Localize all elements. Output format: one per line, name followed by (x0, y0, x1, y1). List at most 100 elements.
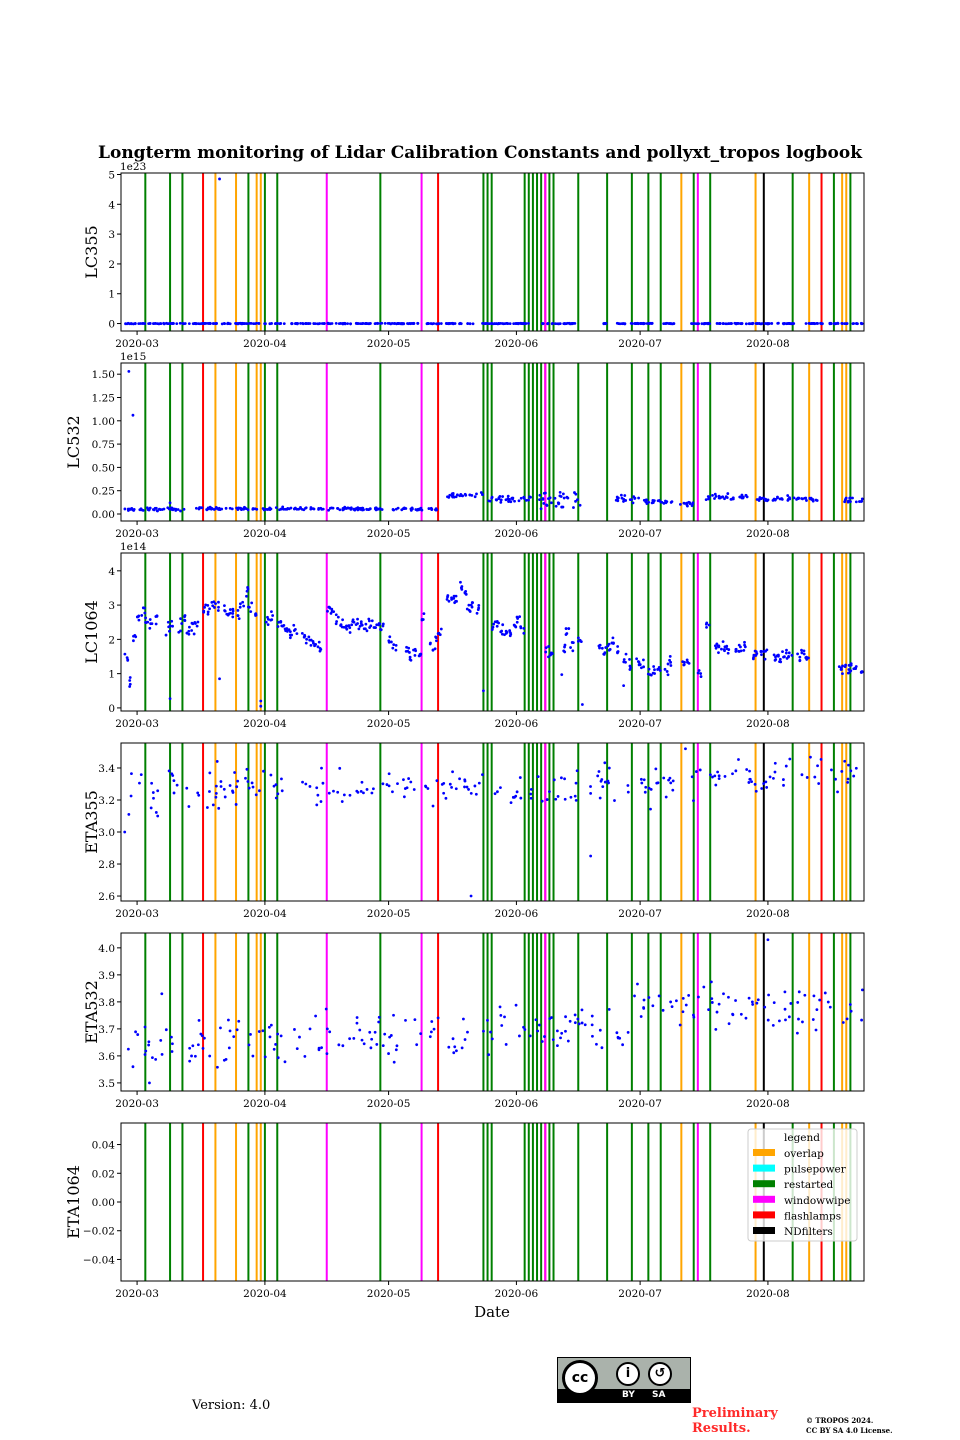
data-point (175, 322, 179, 326)
data-point (817, 782, 821, 785)
data-point (529, 792, 533, 796)
data-point (807, 321, 811, 325)
data-point (314, 1014, 317, 1018)
data-point (729, 322, 732, 325)
data-point (300, 631, 304, 635)
data-point (711, 493, 714, 497)
data-point (797, 1017, 800, 1021)
data-point (346, 506, 350, 510)
data-point (578, 503, 582, 507)
data-point (289, 506, 293, 510)
data-point (619, 493, 623, 497)
data-point (819, 757, 823, 761)
data-point (308, 1027, 312, 1031)
data-point (493, 792, 497, 796)
preliminary-line-2: Results. (692, 1421, 751, 1436)
data-point (430, 1020, 434, 1023)
data-point (293, 1028, 296, 1031)
data-point (320, 507, 324, 511)
data-point (219, 780, 223, 783)
data-point (211, 803, 215, 807)
data-point (368, 1030, 372, 1034)
data-point (433, 647, 437, 651)
data-point (124, 322, 127, 326)
data-point (671, 788, 675, 792)
data-point (562, 496, 566, 500)
data-point (690, 322, 693, 325)
data-point (786, 322, 789, 325)
data-point (617, 322, 621, 326)
y-offset-label: 1e14 (120, 541, 147, 553)
data-point (446, 495, 449, 499)
data-point (299, 321, 302, 325)
data-point (248, 321, 252, 325)
x-tick-label: 2020-04 (243, 338, 287, 350)
data-point (558, 491, 562, 494)
data-point (642, 658, 645, 662)
data-point (698, 768, 702, 772)
data-point (237, 506, 241, 510)
data-point (709, 773, 712, 777)
data-point (317, 506, 321, 510)
data-point (304, 782, 308, 786)
data-point (537, 1023, 541, 1027)
data-point (129, 794, 133, 798)
data-point (713, 492, 717, 496)
data-point (527, 322, 530, 325)
data-point (334, 613, 338, 617)
data-point (263, 1055, 267, 1059)
data-point (854, 500, 858, 504)
data-point (509, 801, 513, 805)
data-point (694, 770, 698, 773)
data-point (364, 622, 368, 626)
data-point (154, 506, 158, 510)
data-point (456, 493, 459, 497)
data-point (743, 643, 746, 647)
data-point (666, 673, 670, 677)
data-point (699, 672, 703, 675)
data-point (292, 623, 296, 627)
data-point (561, 492, 565, 496)
data-point (690, 775, 694, 779)
data-point (334, 322, 338, 325)
data-point (356, 622, 359, 625)
legend-swatch-restarted (753, 1180, 775, 1188)
data-point (130, 772, 133, 776)
data-point (704, 322, 708, 325)
data-point (527, 498, 530, 502)
data-point (661, 1008, 665, 1012)
data-point (541, 497, 545, 500)
data-point (500, 629, 504, 633)
data-point (656, 499, 660, 503)
data-point (721, 322, 725, 325)
data-point (574, 798, 578, 802)
data-point (412, 648, 415, 652)
data-point (534, 1018, 538, 1022)
data-point (725, 644, 729, 648)
x-tick-label: 2020-08 (746, 718, 790, 730)
data-point (313, 644, 316, 648)
data-point (259, 699, 263, 703)
x-tick-label: 2020-08 (746, 338, 790, 350)
data-point (604, 646, 608, 649)
data-point (481, 773, 484, 777)
data-point (544, 650, 548, 654)
data-point (644, 785, 648, 789)
cc-by-sa-badge[interactable]: cc i ↺ BY SA (557, 1357, 691, 1403)
data-point (544, 646, 548, 650)
data-point (751, 1003, 755, 1006)
data-point (560, 505, 564, 509)
data-point (750, 780, 753, 784)
data-point (217, 507, 221, 511)
data-point (783, 655, 786, 659)
data-point (641, 322, 645, 326)
data-point (854, 667, 858, 671)
data-point (576, 1017, 580, 1021)
data-point (685, 503, 689, 507)
data-point (564, 1015, 567, 1019)
data-point (439, 322, 443, 325)
data-point (222, 321, 226, 325)
data-point (392, 643, 396, 646)
data-point (458, 322, 461, 326)
data-point (816, 322, 819, 325)
